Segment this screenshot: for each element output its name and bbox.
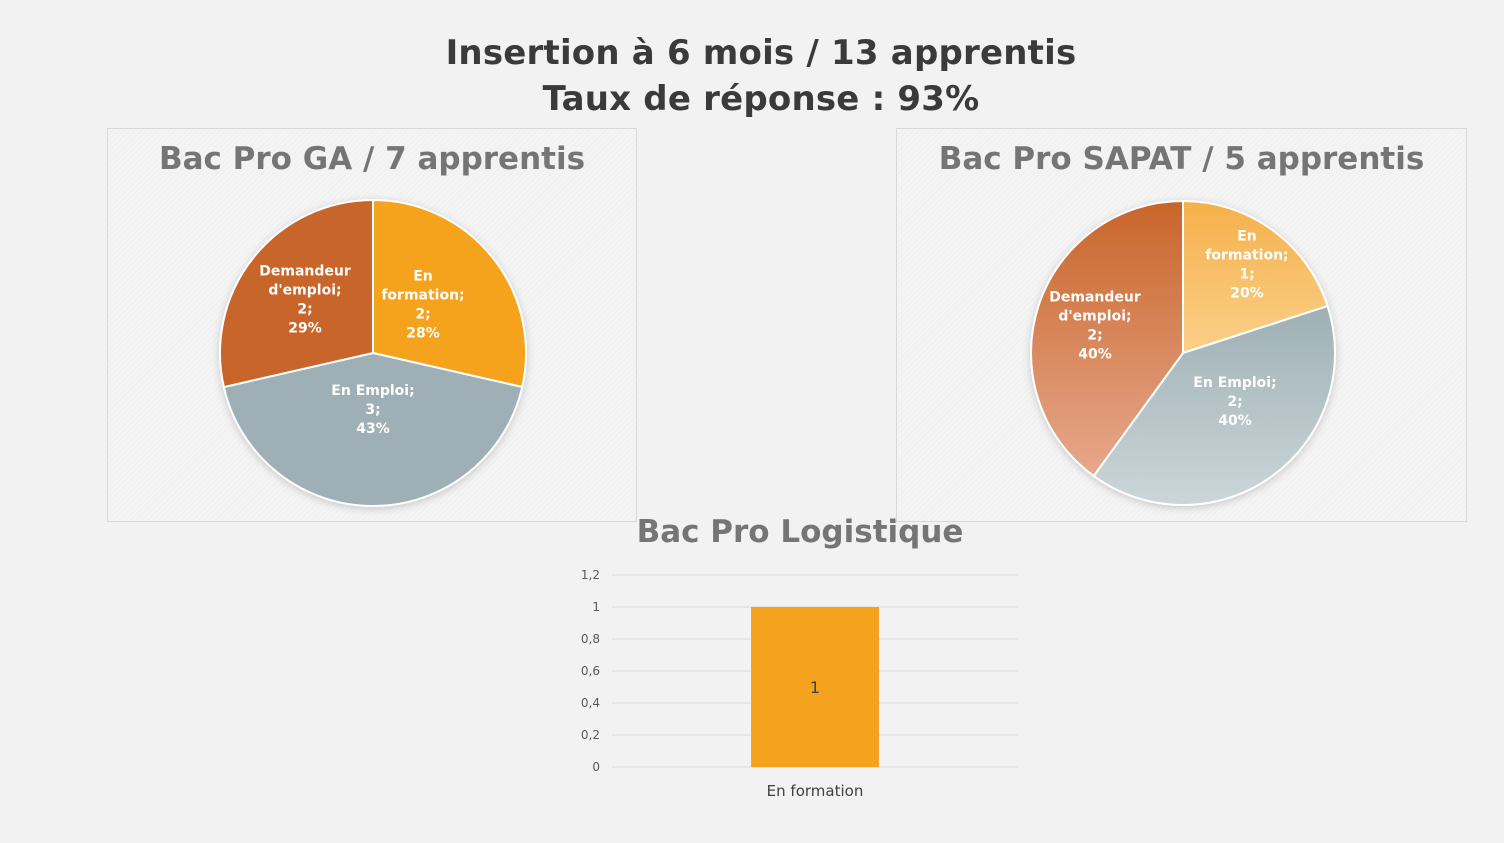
y-tick-label: 0,8 (581, 632, 600, 646)
pie-data-label: Demandeur d'emploi; 2; 40% (1049, 290, 1141, 363)
pie-chart-sapat-title: Bac Pro SAPAT / 5 apprentis (938, 141, 1425, 177)
pie-slice-en-formation (1182, 199, 1329, 355)
pie-data-label: Demandeur d'emploi; 2; 29% (259, 264, 351, 337)
y-tick-label: 0,2 (581, 728, 600, 742)
bar-en-formation (751, 607, 879, 767)
main-title-line1: Insertion à 6 mois / 13 apprentis (445, 33, 1077, 73)
main-title: Insertion à 6 mois / 13 apprentis Taux d… (0, 30, 1504, 122)
main-title-line2: Taux de réponse : 93% (542, 79, 980, 119)
pie-data-label: En formation; 1; 20% (1205, 229, 1288, 302)
pie-slice-en-emploi (222, 351, 524, 507)
y-tick-label: 0,6 (581, 664, 600, 678)
bar-chart-title: Bac Pro Logistique (636, 514, 964, 550)
pie-chart-ga-title: Bac Pro GA / 7 apprentis (158, 141, 586, 177)
pie-chart-sapat: Bac Pro SAPAT / 5 apprentis En formation;… (896, 128, 1467, 522)
y-tick-label: 1 (592, 600, 600, 614)
bar-data-label: 1 (810, 678, 820, 697)
y-tick-label: 0,4 (581, 696, 600, 710)
pie-slice-en-formation (372, 198, 527, 389)
pie-data-label: En Emploi; 2; 40% (1193, 375, 1276, 429)
pie-data-label: En formation; 2; 28% (381, 269, 464, 342)
pie-slice-en-emploi (1092, 304, 1336, 506)
pie-data-label: En Emploi; 3; 43% (331, 383, 414, 437)
x-category-label: En formation (767, 782, 864, 800)
y-tick-label: 1,2 (581, 568, 600, 582)
y-tick-label: 0 (592, 760, 600, 774)
pie-sapat-svg: En formation; 1; 20% En Emploi; 2; 40% Demandeu… (1030, 199, 1336, 506)
pie-slice-demandeur-d-emploi (1030, 199, 1184, 478)
pie-slice-demandeur-d-emploi (219, 198, 374, 389)
pie-ga-svg: En formation; 2; 28% En Emploi; 3; 43% Demandeu… (219, 198, 527, 507)
pie-chart-ga: Bac Pro GA / 7 apprentis En formation; 2; 2… (107, 128, 637, 522)
